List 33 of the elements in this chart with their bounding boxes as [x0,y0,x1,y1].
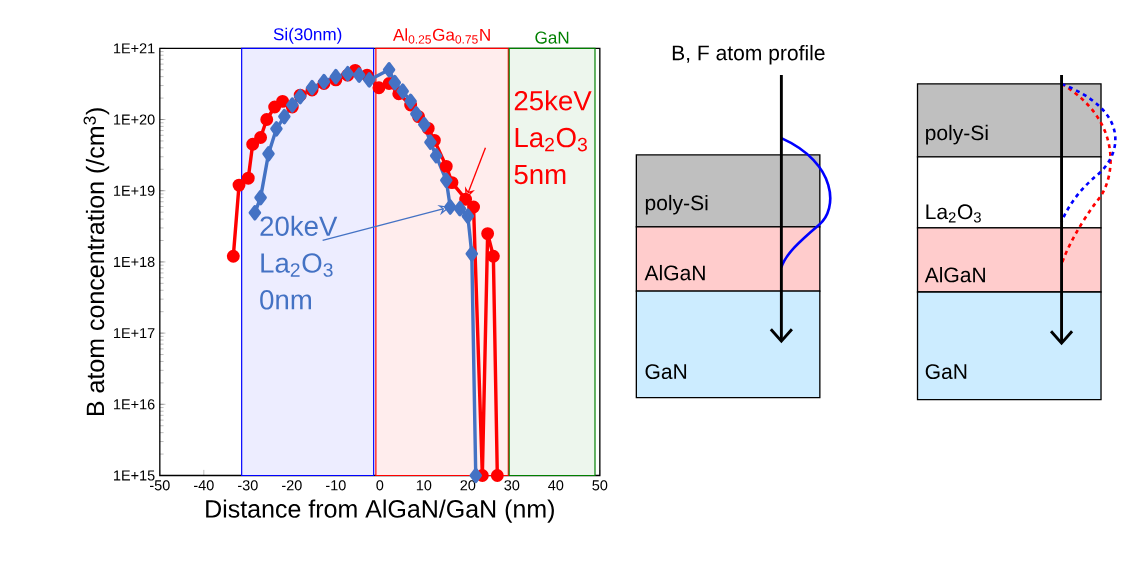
x-tick-label: 40 [548,480,564,491]
x-tick-label: 30 [504,480,520,491]
x-tick-label: -50 [150,480,170,491]
y-tick-label: 1E+19 [114,185,155,196]
x-axis-title: Distance from AlGaN/GaN (nm) [206,499,554,523]
y-axis-title: B atom concentration (/cm$^{3}$) [83,108,110,415]
y-tick-label: 1E+15 [114,470,155,481]
text: AlGaN [644,264,705,281]
text: poly-Si [926,124,988,145]
x-tick-label: -10 [326,480,346,491]
text: poly-Si [645,194,708,215]
text: GaN [925,363,967,379]
x-tick-label: -20 [282,480,302,491]
x-tick-label: 20 [460,480,476,491]
y-tick-label: 1E+21 [114,43,155,54]
text: B, F atom profile [672,44,825,65]
text: GaN [645,363,687,379]
x-tick-label: 0 [376,480,384,491]
series-label: 25keV La$_{2}$O$_{3}$ 5nm [514,90,592,185]
x-tick-label: 50 [592,480,608,491]
band-label: Al$_{0.25}$Ga$_{0.75}$N [393,28,490,44]
y-tick-label: 1E+17 [114,327,155,338]
y-tick-label: 1E+18 [114,256,155,267]
text: La$_{2}$O$_{3}$ [926,204,981,223]
x-tick-label: -30 [238,480,258,491]
series-label: 20keV La$_{2}$O$_{3}$ 0nm [260,215,338,310]
band-label: GaN [535,31,569,44]
y-tick-label: 1E+20 [114,114,155,125]
x-tick-label: -40 [194,480,214,491]
band-label: Si(30nm) [273,27,342,44]
text: AlGaN [924,266,985,283]
x-tick-label: 10 [416,480,432,491]
y-tick-label: 1E+16 [114,399,155,410]
